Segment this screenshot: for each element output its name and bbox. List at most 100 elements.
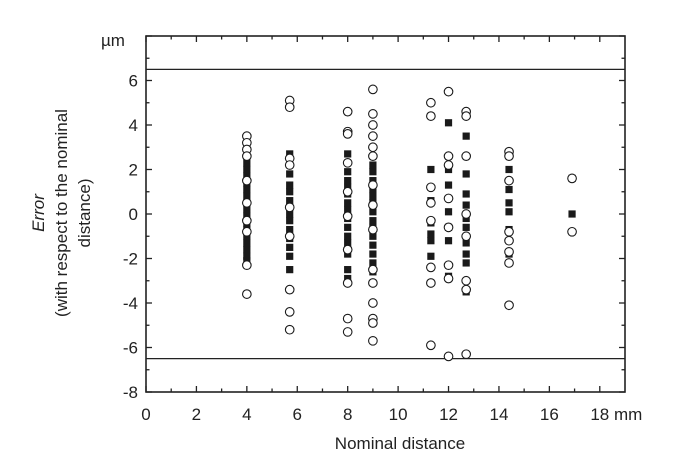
x-tick-label: 12 xyxy=(439,405,458,424)
data-point-square xyxy=(462,250,470,258)
data-point-circle xyxy=(426,340,436,351)
x-axis-unit: mm xyxy=(614,405,642,424)
data-point-circle xyxy=(461,151,472,161)
data-point-square xyxy=(369,232,377,240)
data-point-square xyxy=(427,230,435,238)
data-point-circle xyxy=(368,120,378,130)
data-point-square xyxy=(369,241,377,249)
y-tick-label: -4 xyxy=(123,294,138,313)
data-point-square xyxy=(344,239,352,247)
y-tick-label: -6 xyxy=(123,339,138,358)
data-point-circle xyxy=(241,260,252,271)
data-point-square xyxy=(427,165,435,174)
data-point-square xyxy=(243,165,251,174)
data-point-square xyxy=(369,168,377,176)
data-point-circle xyxy=(426,278,436,288)
data-point-circle xyxy=(461,275,472,286)
data-point-circle xyxy=(368,142,378,153)
data-point-circle xyxy=(504,175,514,186)
data-point-circle xyxy=(504,300,514,311)
x-tick-label: 14 xyxy=(489,405,508,424)
x-tick-label: 4 xyxy=(242,405,251,424)
data-point-square xyxy=(568,210,576,218)
data-point-circle xyxy=(461,284,472,295)
data-point-square xyxy=(462,223,470,231)
data-point-circle xyxy=(342,244,353,255)
data-point-square xyxy=(243,185,251,194)
data-point-square xyxy=(344,223,352,231)
data-point-circle xyxy=(368,131,378,141)
y-tick-label: -2 xyxy=(123,250,138,269)
data-point-square xyxy=(286,170,294,178)
data-point-circle xyxy=(342,327,353,337)
data-point-circle xyxy=(443,160,454,170)
data-point-circle xyxy=(284,324,295,335)
x-tick-label: 0 xyxy=(141,405,150,424)
data-point-square xyxy=(344,205,352,214)
data-point-square xyxy=(286,266,294,274)
data-point-square xyxy=(462,259,470,267)
data-point-square xyxy=(286,225,294,234)
data-point-circle xyxy=(461,111,472,121)
data-point-circle xyxy=(241,226,252,237)
reference-lines xyxy=(146,68,625,360)
y-axis-title: Error xyxy=(29,193,48,232)
y-axis-unit: µm xyxy=(101,31,125,50)
data-point-square xyxy=(427,252,435,260)
data-point-square xyxy=(369,217,377,225)
data-point-circle xyxy=(241,198,252,208)
data-point-circle xyxy=(342,313,353,324)
data-point-circle xyxy=(342,278,353,288)
x-tick-label: 10 xyxy=(389,405,408,424)
data-point-square xyxy=(243,252,251,260)
data-point-circle xyxy=(342,157,353,168)
data-point-circle xyxy=(443,86,454,97)
data-point-square xyxy=(462,170,470,178)
data-point-square xyxy=(286,197,294,205)
x-tick-label: 18 xyxy=(590,405,609,424)
data-point-circle xyxy=(504,258,514,268)
x-axis-title: Nominal distance xyxy=(335,434,465,453)
data-point-square xyxy=(286,252,294,260)
data-point-square xyxy=(505,165,513,174)
data-point-square xyxy=(243,205,251,214)
data-point-square xyxy=(505,185,513,194)
data-point-circle xyxy=(342,211,353,222)
data-point-square xyxy=(444,119,453,127)
data-point-square xyxy=(344,177,352,185)
data-point-circle xyxy=(504,151,514,161)
data-point-square xyxy=(243,246,251,254)
x-tick-label: 6 xyxy=(293,405,302,424)
data-point-square xyxy=(505,199,513,207)
data-point-circle xyxy=(461,209,472,219)
data-point-square xyxy=(243,159,251,167)
data-point-circle xyxy=(443,351,454,362)
data-point-circle xyxy=(342,186,353,197)
y-tick-label: 6 xyxy=(129,72,138,91)
data-point-circle xyxy=(284,102,295,113)
data-point-circle xyxy=(284,160,295,170)
data-point-circle xyxy=(443,151,454,161)
data-point-square xyxy=(344,199,352,207)
data-point-square xyxy=(344,168,352,176)
data-point-square xyxy=(444,237,453,245)
data-point-square xyxy=(462,239,470,247)
data-point-square xyxy=(243,192,251,200)
data-point-square xyxy=(243,239,251,247)
data-point-square xyxy=(286,217,294,225)
data-point-square xyxy=(286,181,294,189)
data-point-circle xyxy=(443,273,454,284)
data-point-square xyxy=(369,161,377,169)
data-point-circle xyxy=(342,129,353,139)
data-point-square xyxy=(462,190,470,198)
data-point-circle xyxy=(368,109,378,119)
data-point-circle xyxy=(284,284,295,295)
data-point-square xyxy=(505,208,513,216)
data-point-circle xyxy=(426,182,436,193)
axis-ticks xyxy=(145,35,625,393)
x-tick-label: 2 xyxy=(192,405,201,424)
data-point-circle xyxy=(426,198,436,208)
data-points xyxy=(241,84,577,362)
y-tick-label: 2 xyxy=(129,161,138,180)
